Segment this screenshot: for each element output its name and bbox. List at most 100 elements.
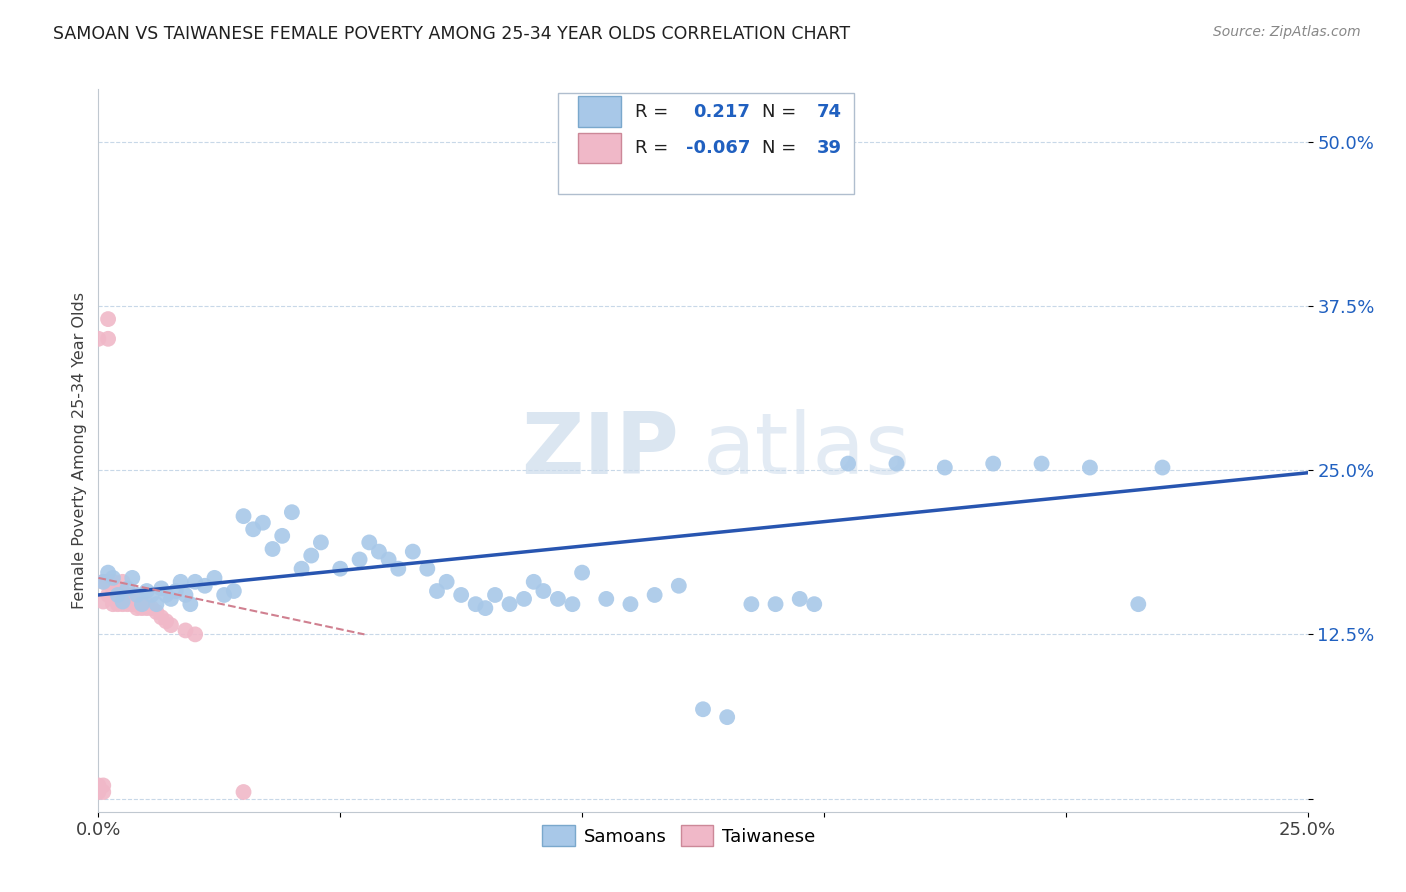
Point — [789, 591, 811, 606]
Point — [174, 624, 197, 638]
Point — [426, 584, 449, 599]
Point — [204, 571, 226, 585]
Point — [271, 529, 294, 543]
Point — [101, 571, 124, 585]
Point — [184, 574, 207, 589]
Point — [232, 785, 254, 799]
FancyBboxPatch shape — [578, 96, 621, 127]
Text: SAMOAN VS TAIWANESE FEMALE POVERTY AMONG 25-34 YEAR OLDS CORRELATION CHART: SAMOAN VS TAIWANESE FEMALE POVERTY AMONG… — [53, 25, 851, 43]
Point — [117, 597, 139, 611]
Point — [174, 588, 197, 602]
Point — [111, 594, 134, 608]
Point — [1031, 457, 1053, 471]
Point — [262, 541, 284, 556]
Point — [619, 597, 641, 611]
Point — [740, 597, 762, 611]
Point — [329, 562, 352, 576]
FancyBboxPatch shape — [578, 133, 621, 163]
Text: ZIP: ZIP — [522, 409, 679, 492]
Point — [359, 535, 381, 549]
Point — [107, 588, 129, 602]
Point — [644, 588, 666, 602]
Point — [91, 574, 114, 589]
Point — [131, 597, 153, 611]
Point — [91, 574, 114, 589]
Point — [823, 151, 845, 165]
Point — [194, 579, 217, 593]
Point — [416, 562, 439, 576]
Point — [131, 601, 153, 615]
Point — [252, 516, 274, 530]
Point — [981, 457, 1004, 471]
Point — [141, 588, 163, 602]
Text: N =: N = — [762, 139, 803, 157]
Text: 74: 74 — [817, 103, 842, 120]
Point — [97, 312, 120, 326]
Point — [232, 509, 254, 524]
Legend: Samoans, Taiwanese: Samoans, Taiwanese — [534, 818, 823, 854]
Point — [934, 460, 956, 475]
Point — [160, 618, 183, 632]
Point — [668, 579, 690, 593]
Point — [121, 588, 143, 602]
Point — [155, 614, 177, 628]
Point — [299, 549, 322, 563]
Point — [837, 457, 859, 471]
Point — [107, 597, 129, 611]
Point — [111, 588, 134, 602]
Point — [121, 571, 143, 585]
Point — [531, 584, 554, 599]
Point — [97, 332, 120, 346]
Point — [765, 597, 787, 611]
Point — [91, 594, 114, 608]
Point — [484, 588, 506, 602]
Point — [377, 552, 399, 566]
Point — [474, 601, 496, 615]
Point — [349, 552, 371, 566]
Point — [309, 535, 332, 549]
Point — [87, 779, 110, 793]
Text: Source: ZipAtlas.com: Source: ZipAtlas.com — [1213, 25, 1361, 39]
Point — [91, 779, 114, 793]
Point — [135, 601, 157, 615]
Point — [387, 562, 409, 576]
Point — [561, 597, 583, 611]
Point — [165, 584, 187, 599]
Point — [91, 785, 114, 799]
Point — [595, 591, 617, 606]
Text: 39: 39 — [817, 139, 842, 157]
Point — [111, 574, 134, 589]
Point — [464, 597, 486, 611]
Point — [101, 574, 124, 589]
Point — [150, 582, 173, 596]
Point — [97, 574, 120, 589]
Y-axis label: Female Poverty Among 25-34 Year Olds: Female Poverty Among 25-34 Year Olds — [72, 292, 87, 609]
Point — [145, 597, 167, 611]
Point — [547, 591, 569, 606]
Point — [368, 544, 391, 558]
FancyBboxPatch shape — [558, 93, 855, 194]
Point — [513, 591, 536, 606]
Point — [111, 597, 134, 611]
Point — [523, 574, 546, 589]
Point — [107, 582, 129, 596]
Point — [803, 597, 825, 611]
Point — [716, 710, 738, 724]
Point — [150, 610, 173, 624]
Point — [212, 588, 235, 602]
Point — [127, 597, 149, 611]
Text: atlas: atlas — [703, 409, 911, 492]
Point — [1078, 460, 1101, 475]
Point — [97, 588, 120, 602]
Point — [101, 588, 124, 602]
Point — [121, 597, 143, 611]
Point — [131, 597, 153, 611]
Point — [179, 597, 201, 611]
Point — [886, 457, 908, 471]
Point — [127, 601, 149, 615]
Point — [242, 522, 264, 536]
Point — [87, 332, 110, 346]
Point — [813, 141, 835, 155]
Point — [1152, 460, 1174, 475]
Point — [97, 566, 120, 580]
